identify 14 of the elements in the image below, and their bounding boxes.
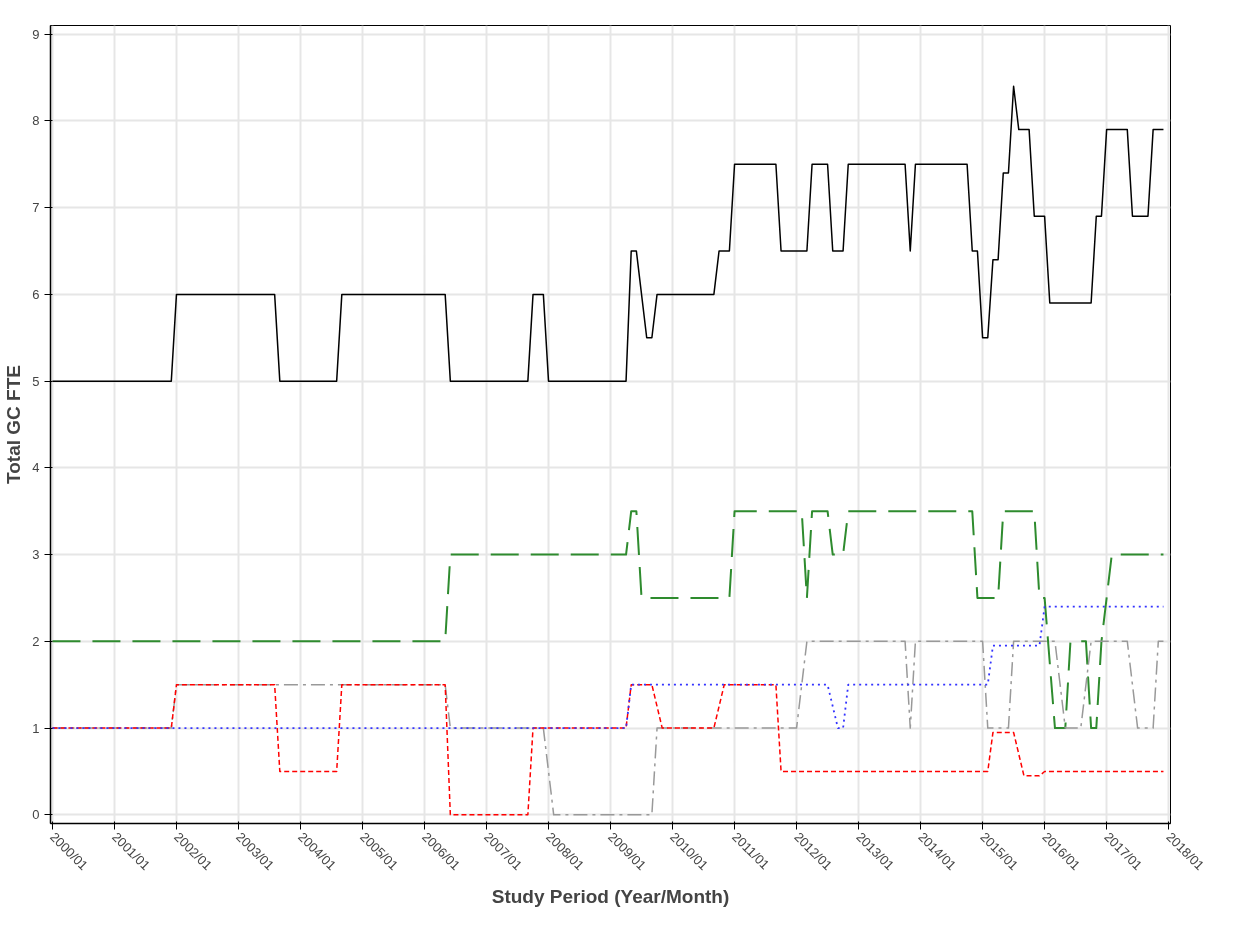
y-tick-label: 6 <box>32 286 40 302</box>
line-series <box>51 683 1165 816</box>
y-tick-label: 2 <box>32 633 40 649</box>
line-series <box>51 510 1165 730</box>
y-tick-label: 4 <box>32 460 40 476</box>
y-tick-label: 7 <box>32 200 40 216</box>
y-axis-title: Total GC FTE <box>3 365 25 484</box>
x-axis-title: Study Period (Year/Month) <box>491 886 730 908</box>
y-tick-label: 3 <box>32 547 40 563</box>
y-tick-label: 1 <box>32 720 40 736</box>
y-tick-label: 8 <box>32 113 40 129</box>
y-tick-label: 9 <box>32 26 40 42</box>
y-tick-label: 0 <box>32 807 40 823</box>
y-tick-label: 5 <box>32 373 40 389</box>
